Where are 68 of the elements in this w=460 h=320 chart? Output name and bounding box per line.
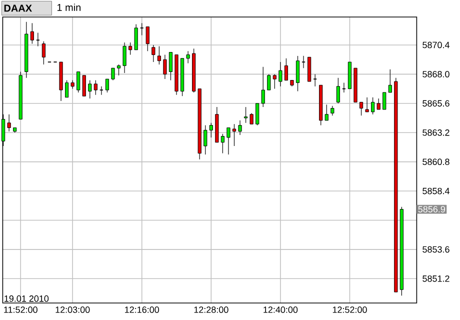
candlestick <box>296 56 300 92</box>
candlestick <box>313 74 318 87</box>
candlestick <box>111 68 115 81</box>
candlestick <box>30 22 34 44</box>
candlestick <box>272 74 276 90</box>
candlestick <box>330 106 334 116</box>
candlestick <box>382 92 386 110</box>
candlestick <box>105 78 110 93</box>
candlestick <box>122 42 126 74</box>
candlestick <box>336 78 340 104</box>
candlestick <box>140 22 144 36</box>
candlestick <box>261 66 265 108</box>
candlestick <box>209 122 213 138</box>
candlestick <box>42 41 46 65</box>
candlestick <box>70 80 74 90</box>
annotation: 19.01 2010 <box>4 295 49 302</box>
candlestick <box>371 97 375 115</box>
candlestick <box>376 98 380 110</box>
candlestick <box>359 102 364 116</box>
candlestick <box>7 114 11 132</box>
candlestick <box>324 104 328 121</box>
candlestick <box>82 75 86 96</box>
chart-subtitle: 1 min <box>57 4 80 11</box>
candlestick <box>168 52 173 81</box>
candlestick <box>226 127 230 155</box>
candlestick <box>302 56 306 68</box>
candlestick <box>267 74 271 90</box>
x-tick-label: 12:40:00 <box>264 306 298 313</box>
x-tick-label: 11:52:00 <box>4 306 38 313</box>
candlestick <box>186 50 190 64</box>
y-tick-label: 5860.8 <box>422 158 450 166</box>
candlestick <box>99 86 104 96</box>
y-tick-label: 5865.6 <box>422 100 450 107</box>
candlestick <box>220 134 225 154</box>
candlestick <box>204 125 208 155</box>
candlestick <box>146 26 150 52</box>
candlestick <box>256 103 260 126</box>
x-tick-label: 12:16:00 <box>125 306 160 313</box>
candlestick <box>76 71 80 93</box>
candlestick <box>284 58 288 81</box>
y-tick-label: 5851.2 <box>422 275 450 282</box>
candlestick <box>157 46 161 65</box>
y-tick-label: 5863.2 <box>422 129 450 136</box>
y-tick-label: 5868.0 <box>422 71 450 78</box>
candlestick <box>36 32 40 46</box>
y-tick-label: 5858.4 <box>422 188 450 194</box>
y-tick-label: 5870.4 <box>422 42 450 48</box>
candlestick <box>244 106 248 124</box>
candlestick <box>163 54 167 80</box>
candlestick <box>64 80 69 98</box>
x-tick-label: 12:28:00 <box>194 306 228 313</box>
candlestick <box>250 112 254 124</box>
x-tick-label: 12:03:00 <box>56 306 90 313</box>
candlestick <box>128 42 132 56</box>
y-tick-label: 5853.6 <box>422 246 450 253</box>
text: 5856.9 <box>418 206 445 212</box>
chart-title: DAAX <box>4 4 32 12</box>
candlestick <box>94 80 98 96</box>
candlestick <box>278 62 282 87</box>
candlestick <box>152 44 156 62</box>
candlestick <box>88 80 92 99</box>
candlestick <box>134 24 138 50</box>
candlestick <box>116 64 121 76</box>
candlestick <box>238 120 242 136</box>
candlestick <box>388 69 392 93</box>
candlestick <box>365 97 369 112</box>
x-tick-label: 12:52:00 <box>332 306 367 313</box>
candlestick <box>232 124 236 146</box>
